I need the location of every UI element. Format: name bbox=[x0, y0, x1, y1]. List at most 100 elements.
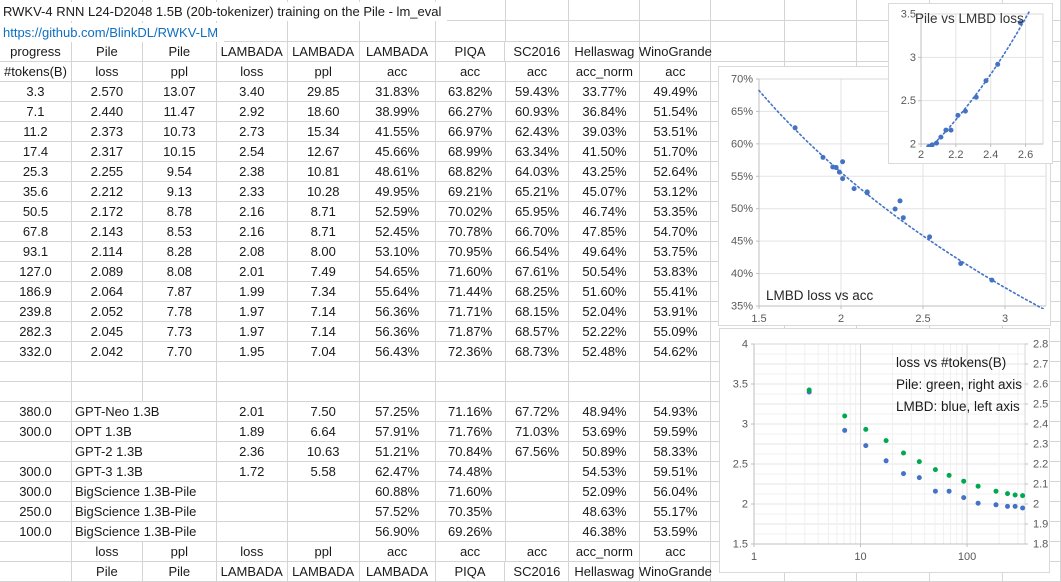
cell[interactable] bbox=[359, 21, 436, 42]
cell[interactable]: 52.04% bbox=[569, 302, 641, 322]
cell[interactable]: 66.27% bbox=[435, 102, 506, 122]
cell[interactable]: 60.93% bbox=[505, 102, 570, 122]
cell[interactable] bbox=[505, 482, 570, 502]
cell[interactable]: 2.042 bbox=[71, 342, 143, 362]
cell[interactable]: LAMBADA bbox=[287, 562, 360, 582]
cell[interactable] bbox=[640, 362, 712, 382]
cell[interactable]: 70.35% bbox=[435, 502, 506, 522]
cell[interactable]: 46.74% bbox=[569, 202, 641, 222]
cell[interactable]: 2.16 bbox=[216, 222, 288, 242]
cell[interactable] bbox=[505, 462, 570, 482]
cell[interactable] bbox=[287, 382, 360, 402]
cell[interactable] bbox=[0, 542, 72, 562]
cell[interactable]: 59.51% bbox=[640, 462, 712, 482]
cell[interactable]: 52.48% bbox=[569, 342, 641, 362]
cell[interactable]: 12.67 bbox=[287, 142, 360, 162]
cell[interactable]: 7.70 bbox=[142, 342, 217, 362]
cell[interactable] bbox=[216, 522, 288, 542]
cell[interactable]: 54.53% bbox=[569, 462, 641, 482]
cell[interactable]: acc bbox=[640, 542, 712, 562]
cell[interactable] bbox=[359, 382, 436, 402]
cell[interactable]: 10.73 bbox=[142, 122, 217, 142]
cell[interactable]: 54.62% bbox=[640, 342, 712, 362]
cell[interactable]: 35.6 bbox=[0, 182, 72, 202]
cell[interactable]: acc bbox=[640, 62, 712, 82]
cell[interactable]: 2.045 bbox=[71, 322, 143, 342]
cell[interactable] bbox=[505, 0, 570, 21]
cell[interactable] bbox=[640, 0, 712, 21]
cell[interactable]: ppl bbox=[287, 542, 360, 562]
cell[interactable] bbox=[640, 21, 712, 42]
cell[interactable]: PIQA bbox=[435, 42, 506, 62]
cell[interactable]: 6.64 bbox=[287, 422, 360, 442]
cell[interactable]: loss bbox=[71, 542, 143, 562]
cell[interactable] bbox=[505, 522, 570, 542]
cell[interactable] bbox=[711, 42, 786, 62]
cell[interactable]: 67.8 bbox=[0, 222, 72, 242]
cell[interactable]: SC2016 bbox=[505, 42, 570, 62]
cell[interactable]: LAMBADA bbox=[359, 562, 436, 582]
cell[interactable]: 71.44% bbox=[435, 282, 506, 302]
cell[interactable]: 2.143 bbox=[71, 222, 143, 242]
cell[interactable]: 69.21% bbox=[435, 182, 506, 202]
cell[interactable]: 2.172 bbox=[71, 202, 143, 222]
cell[interactable]: acc bbox=[505, 542, 570, 562]
cell[interactable]: acc bbox=[435, 62, 506, 82]
cell[interactable]: WinoGrande bbox=[639, 562, 712, 582]
cell[interactable]: 68.82% bbox=[435, 162, 506, 182]
cell[interactable]: 7.49 bbox=[287, 262, 360, 282]
cell[interactable]: 54.70% bbox=[640, 222, 712, 242]
cell[interactable] bbox=[505, 362, 570, 382]
cell[interactable]: 13.07 bbox=[142, 82, 217, 102]
cell[interactable]: 56.04% bbox=[640, 482, 712, 502]
cell[interactable]: 36.84% bbox=[569, 102, 641, 122]
cell[interactable]: 71.76% bbox=[435, 422, 506, 442]
cell[interactable]: 39.03% bbox=[569, 122, 641, 142]
cell[interactable]: 2.33 bbox=[216, 182, 288, 202]
cell[interactable]: 300.0 bbox=[0, 422, 72, 442]
cell[interactable]: 7.14 bbox=[287, 322, 360, 342]
cell[interactable]: 68.25% bbox=[505, 282, 570, 302]
cell[interactable]: progress bbox=[0, 42, 72, 62]
cell[interactable]: 74.48% bbox=[435, 462, 506, 482]
cell[interactable]: 51.21% bbox=[359, 442, 436, 462]
cell[interactable]: 66.54% bbox=[505, 242, 570, 262]
cell[interactable]: 2.440 bbox=[71, 102, 143, 122]
cell[interactable]: 93.1 bbox=[0, 242, 72, 262]
cell[interactable]: 7.1 bbox=[0, 102, 72, 122]
cell[interactable]: BigScience 1.3B-Pile bbox=[71, 502, 217, 522]
cell[interactable]: 51.54% bbox=[640, 102, 712, 122]
cell[interactable]: 8.08 bbox=[142, 262, 217, 282]
cell[interactable]: 53.35% bbox=[640, 202, 712, 222]
cell[interactable] bbox=[287, 522, 360, 542]
cell[interactable]: 53.69% bbox=[569, 422, 641, 442]
cell[interactable]: PIQA bbox=[435, 562, 506, 582]
cell[interactable]: 8.78 bbox=[142, 202, 217, 222]
cell[interactable] bbox=[71, 362, 143, 382]
cell[interactable] bbox=[505, 382, 570, 402]
cell[interactable]: ppl bbox=[287, 62, 360, 82]
cell[interactable]: 7.04 bbox=[287, 342, 360, 362]
cell[interactable]: 9.54 bbox=[142, 162, 217, 182]
cell[interactable] bbox=[142, 382, 217, 402]
cell[interactable]: 71.60% bbox=[435, 262, 506, 282]
cell[interactable]: 45.66% bbox=[359, 142, 436, 162]
cell[interactable]: 46.38% bbox=[569, 522, 641, 542]
cell[interactable]: 2.114 bbox=[71, 242, 143, 262]
cell[interactable]: OPT 1.3B bbox=[71, 422, 217, 442]
cell[interactable]: 3.3 bbox=[0, 82, 72, 102]
cell[interactable]: 1.89 bbox=[216, 422, 288, 442]
cell[interactable]: 49.49% bbox=[640, 82, 712, 102]
cell[interactable]: 2.570 bbox=[71, 82, 143, 102]
cell[interactable]: LAMBADA bbox=[287, 42, 360, 62]
cell[interactable]: 7.73 bbox=[142, 322, 217, 342]
cell[interactable]: 67.72% bbox=[505, 402, 570, 422]
cell[interactable]: 43.25% bbox=[569, 162, 641, 182]
cell[interactable]: 48.63% bbox=[569, 502, 641, 522]
cell[interactable]: 68.73% bbox=[505, 342, 570, 362]
cell[interactable]: 1.99 bbox=[216, 282, 288, 302]
cell[interactable]: 8.71 bbox=[287, 222, 360, 242]
cell[interactable]: 1.97 bbox=[216, 302, 288, 322]
cell[interactable]: 10.63 bbox=[287, 442, 360, 462]
cell[interactable]: 239.8 bbox=[0, 302, 72, 322]
